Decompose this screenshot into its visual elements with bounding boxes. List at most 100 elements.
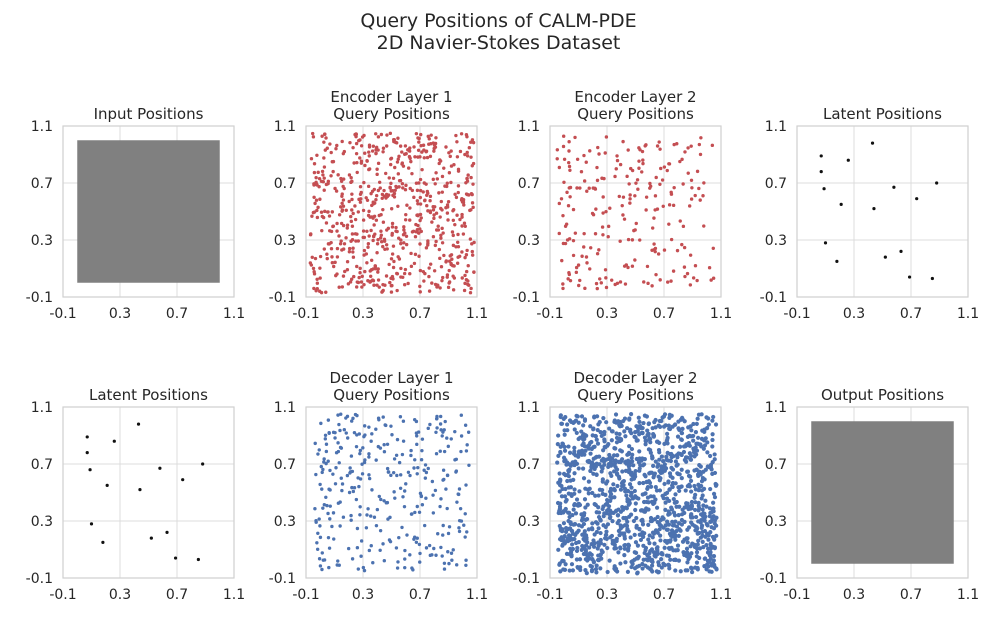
query-point [444, 487, 448, 491]
query-point [565, 238, 570, 242]
query-point [610, 519, 615, 524]
query-point [369, 514, 373, 518]
query-point [310, 214, 314, 218]
query-point [709, 278, 713, 282]
query-point [405, 203, 409, 207]
query-point [314, 472, 318, 477]
query-point [314, 519, 318, 523]
query-point [648, 450, 653, 455]
query-point [398, 486, 403, 490]
query-point [576, 466, 581, 471]
query-point [380, 196, 384, 200]
query-point [620, 479, 625, 485]
query-point [419, 216, 423, 220]
query-point [650, 559, 655, 565]
query-point [655, 144, 660, 148]
query-point [628, 535, 633, 540]
query-point [390, 233, 394, 237]
query-point [601, 448, 606, 453]
query-point [614, 471, 620, 476]
query-point [315, 153, 319, 157]
query-point [613, 567, 618, 572]
query-point [693, 193, 697, 198]
query-point [402, 504, 407, 509]
query-point [711, 414, 716, 420]
query-point [327, 546, 332, 550]
query-point [340, 209, 344, 213]
query-point [408, 206, 412, 210]
query-point [335, 229, 339, 233]
query-point [461, 232, 466, 236]
query-point [415, 536, 419, 540]
query-point [451, 288, 456, 292]
query-point [415, 442, 419, 447]
query-point [440, 278, 444, 283]
query-point [472, 270, 476, 274]
query-point [664, 457, 669, 463]
x-tick-label: 0.3 [352, 306, 374, 322]
query-point [395, 185, 399, 190]
query-point [422, 279, 426, 283]
query-point [662, 165, 667, 169]
query-point [580, 442, 585, 448]
query-point [396, 255, 400, 259]
query-point [562, 448, 568, 453]
query-point [385, 228, 389, 232]
query-point [699, 136, 703, 140]
query-point [712, 546, 717, 551]
query-point [695, 416, 700, 421]
query-point [602, 429, 607, 435]
query-point [618, 561, 623, 566]
query-point [423, 463, 428, 467]
query-point [685, 540, 690, 545]
query-point [558, 444, 563, 449]
query-point [415, 434, 419, 438]
query-point [633, 194, 637, 198]
query-point [322, 503, 327, 507]
query-point [606, 235, 610, 239]
query-point [641, 508, 646, 513]
query-point [690, 569, 695, 575]
query-point [465, 135, 469, 139]
query-point [591, 538, 596, 543]
query-point [471, 182, 475, 186]
query-point [685, 560, 690, 565]
query-point [666, 562, 671, 567]
query-point [694, 467, 699, 472]
query-point [612, 469, 617, 474]
query-point [319, 464, 323, 469]
query-point [561, 282, 565, 286]
query-point [373, 201, 377, 205]
query-point [688, 474, 693, 479]
query-point [418, 268, 423, 273]
query-point [469, 140, 473, 144]
query-point [640, 566, 645, 571]
query-point [557, 506, 563, 511]
query-point [471, 205, 475, 210]
latent-point [181, 478, 185, 482]
query-point [664, 539, 669, 544]
query-point [664, 496, 670, 501]
query-point [376, 188, 381, 193]
query-point [392, 457, 397, 461]
query-point [379, 497, 383, 502]
latent-point [883, 255, 887, 259]
query-point [310, 131, 315, 136]
query-point [437, 247, 442, 252]
query-point [637, 466, 642, 471]
query-point [613, 174, 617, 179]
query-point [661, 424, 667, 429]
query-point [347, 173, 352, 177]
query-point [416, 202, 420, 206]
query-point [682, 245, 687, 250]
query-point [596, 553, 601, 558]
query-point [595, 178, 600, 183]
query-point [623, 560, 628, 565]
query-point [433, 243, 438, 248]
query-point [345, 268, 350, 272]
query-point [673, 537, 678, 542]
query-point [400, 452, 405, 457]
query-point [334, 147, 338, 151]
query-point [562, 541, 567, 546]
